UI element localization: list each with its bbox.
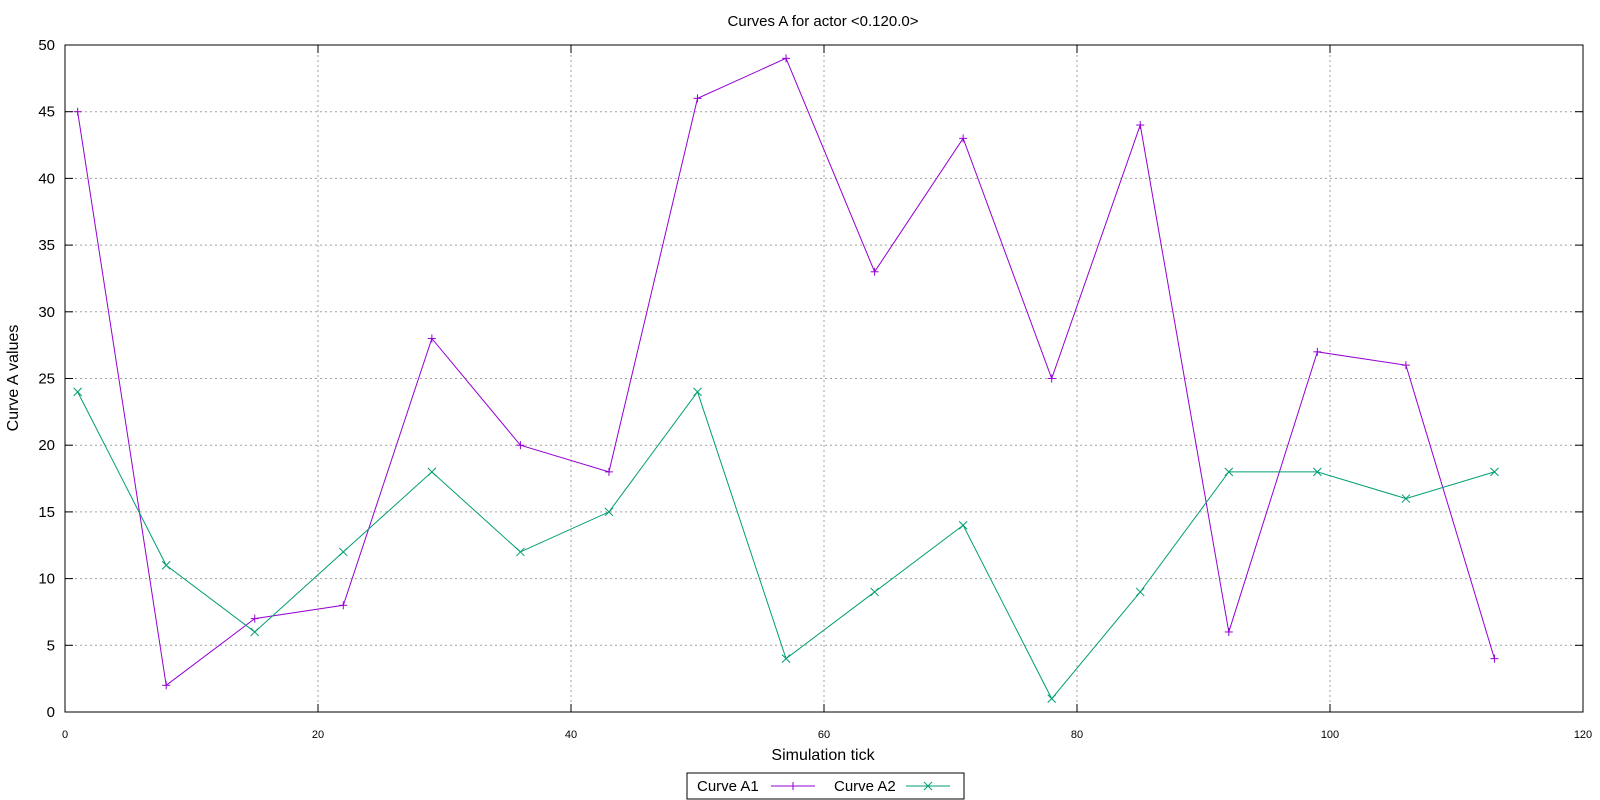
data-point-series-1 — [1047, 374, 1056, 383]
data-point-series-1 — [870, 267, 879, 276]
y-tick-label: 15 — [38, 504, 55, 521]
data-point-series-2 — [338, 547, 348, 557]
data-point-series-2 — [1047, 694, 1057, 704]
data-point-series-1 — [1401, 361, 1410, 370]
data-point-series-2 — [250, 627, 260, 637]
data-point-series-2 — [958, 520, 968, 530]
data-point-series-1 — [693, 94, 702, 103]
x-tick-label: 40 — [565, 729, 577, 741]
chart-title: Curves A for actor <0.120.0> — [728, 13, 919, 30]
data-point-series-2 — [693, 387, 702, 397]
data-point-series-1 — [250, 614, 259, 623]
x-axis-label: Simulation tick — [771, 747, 875, 764]
data-point-series-1 — [339, 601, 348, 610]
series-line-2 — [77, 390, 1495, 700]
x-tick-label: 60 — [818, 729, 830, 741]
y-tick-label: 0 — [47, 704, 55, 721]
data-point-series-1 — [604, 467, 613, 476]
legend: Curve A1 Curve A2 — [686, 772, 965, 800]
data-point-series-1 — [162, 681, 171, 690]
y-tick-label: 40 — [38, 170, 55, 187]
data-point-series-1 — [516, 441, 525, 450]
data-point-series-2 — [870, 587, 879, 597]
plot-series — [73, 54, 1499, 704]
data-point-series-1 — [427, 334, 436, 343]
data-point-series-1 — [959, 134, 968, 143]
data-point-series-2 — [1401, 494, 1411, 503]
legend-label: Curve A1 — [697, 778, 759, 795]
y-tick-label: 35 — [38, 237, 55, 254]
data-point-series-1 — [73, 107, 82, 116]
data-point-series-1 — [1490, 654, 1499, 663]
y-tick-label: 50 — [38, 37, 55, 54]
data-point-series-2 — [781, 654, 791, 663]
data-point-series-2 — [1490, 467, 1499, 477]
series-line-1 — [77, 57, 1495, 687]
data-point-series-2 — [1312, 467, 1322, 477]
data-point-series-2 — [427, 467, 437, 477]
data-point-series-2 — [161, 560, 171, 570]
y-tick-label: 20 — [38, 437, 55, 454]
y-tick-label: 5 — [47, 637, 55, 654]
data-point-series-2 — [516, 547, 525, 557]
legend-marker — [789, 782, 797, 790]
y-tick-label: 10 — [38, 571, 55, 588]
x-tick-label: 100 — [1321, 729, 1339, 741]
data-point-series-2 — [604, 507, 614, 517]
data-point-series-1 — [1224, 627, 1233, 636]
data-point-series-1 — [1136, 121, 1145, 130]
x-tick-label: 80 — [1071, 729, 1083, 741]
y-tick-label: 25 — [38, 371, 55, 388]
plot-border — [64, 44, 1584, 713]
data-point-series-1 — [782, 54, 791, 63]
grid — [65, 45, 1583, 712]
legend-label: Curve A2 — [834, 778, 896, 795]
data-point-series-2 — [1135, 587, 1145, 597]
data-point-series-2 — [73, 387, 83, 397]
x-tick-label: 120 — [1574, 729, 1592, 741]
y-tick-label: 45 — [38, 104, 55, 121]
y-axis-label: Curve A values — [5, 325, 22, 432]
x-tick-label: 0 — [62, 729, 68, 741]
x-tick-label: 20 — [312, 729, 324, 741]
legend-marker — [923, 781, 933, 791]
axis-ticks: 0 5 10 15 20 25 30 35 40 45 50 0 20 40 60 80 100 120 — [38, 37, 1592, 741]
data-point-series-2 — [1224, 467, 1234, 477]
y-tick-label: 30 — [38, 304, 55, 321]
data-point-series-1 — [1313, 347, 1322, 356]
